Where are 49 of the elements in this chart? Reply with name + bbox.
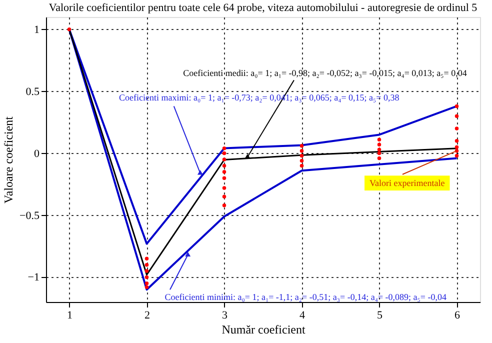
- point: [144, 285, 149, 289]
- annotation: Coeficienti minimi: a₀= 1; a₁= -1,1; a₂= -0,51; a₃= -0,14; a₄= -0,089; a₅= -0,04: [164, 292, 447, 302]
- y-tick-label: −0.5: [20, 210, 40, 222]
- point: [454, 114, 459, 118]
- x-axis-title: Număr coeficient: [222, 322, 306, 336]
- point: [222, 164, 226, 168]
- point: [222, 203, 226, 208]
- y-tick-label: 1: [34, 24, 40, 36]
- point: [222, 151, 226, 156]
- point: [222, 146, 226, 150]
- point: [222, 158, 226, 162]
- point: [377, 148, 382, 152]
- point: [300, 158, 304, 163]
- point: [300, 148, 304, 153]
- point: [144, 275, 149, 280]
- point: [454, 139, 459, 143]
- point: [144, 262, 149, 267]
- x-tick-label: 4: [300, 310, 306, 322]
- y-tick-label: 0.5: [26, 86, 40, 98]
- text: Valori experimentale: [370, 178, 445, 188]
- chart-title: Valorile coeficientilor pentru toate cele 64 probe, viteza automobilului - autoregresie de ordinul 5: [48, 2, 478, 14]
- y-tick-label: −1: [28, 272, 40, 284]
- point: [377, 138, 382, 142]
- x-tick-label: 1: [67, 310, 72, 322]
- x-tick-label: 2: [144, 310, 150, 322]
- point: [300, 144, 304, 148]
- point: [454, 104, 459, 108]
- point: [222, 176, 226, 180]
- x-tick-label: 6: [454, 310, 460, 322]
- point: [454, 126, 459, 130]
- point: [454, 154, 459, 158]
- point: [144, 256, 149, 260]
- point: [222, 170, 226, 174]
- point: [454, 145, 459, 149]
- point: [222, 194, 226, 199]
- y-tick-label: 0: [34, 148, 40, 160]
- y-axis-title: Valoare coeficient: [2, 116, 16, 204]
- point: [144, 269, 149, 273]
- point: [377, 142, 382, 146]
- x-tick-label: 5: [377, 310, 383, 322]
- point: [377, 151, 382, 156]
- point: [222, 186, 226, 190]
- point: [67, 28, 72, 32]
- x-tick-label: 3: [222, 310, 228, 322]
- point: [377, 156, 382, 160]
- point: [300, 154, 304, 158]
- point: [300, 164, 304, 168]
- annotation: Coeficienti medii: a₀= 1; a₁= -0,98; a₂= -0,052; a₃= -0,015; a₄= 0,013; a₅= 0,04: [183, 68, 468, 78]
- point: [144, 282, 149, 286]
